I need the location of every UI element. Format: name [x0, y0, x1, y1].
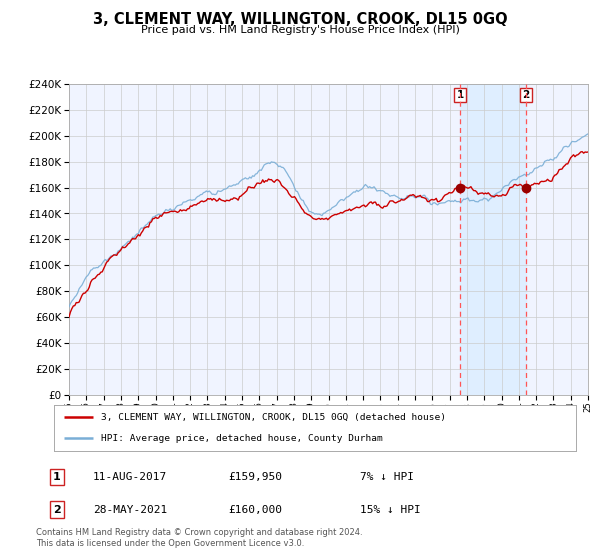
Text: Price paid vs. HM Land Registry's House Price Index (HPI): Price paid vs. HM Land Registry's House … — [140, 25, 460, 35]
Text: £159,950: £159,950 — [228, 472, 282, 482]
Text: 2: 2 — [53, 505, 61, 515]
Text: 7% ↓ HPI: 7% ↓ HPI — [360, 472, 414, 482]
Text: 28-MAY-2021: 28-MAY-2021 — [93, 505, 167, 515]
Text: 1: 1 — [457, 90, 464, 100]
Text: 2: 2 — [522, 90, 529, 100]
Text: Contains HM Land Registry data © Crown copyright and database right 2024.
This d: Contains HM Land Registry data © Crown c… — [36, 528, 362, 548]
Text: 1: 1 — [53, 472, 61, 482]
Text: 3, CLEMENT WAY, WILLINGTON, CROOK, DL15 0GQ (detached house): 3, CLEMENT WAY, WILLINGTON, CROOK, DL15 … — [101, 413, 446, 422]
Bar — [460, 84, 526, 395]
Text: 15% ↓ HPI: 15% ↓ HPI — [360, 505, 421, 515]
Text: £160,000: £160,000 — [228, 505, 282, 515]
Text: 3, CLEMENT WAY, WILLINGTON, CROOK, DL15 0GQ: 3, CLEMENT WAY, WILLINGTON, CROOK, DL15 … — [92, 12, 508, 27]
Text: HPI: Average price, detached house, County Durham: HPI: Average price, detached house, Coun… — [101, 434, 383, 443]
Text: 11-AUG-2017: 11-AUG-2017 — [93, 472, 167, 482]
